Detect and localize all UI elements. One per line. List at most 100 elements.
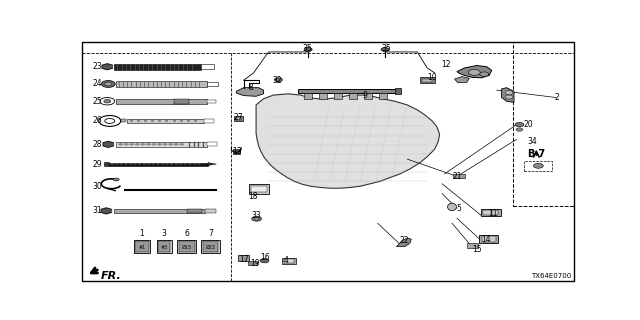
- Text: 17: 17: [239, 255, 248, 264]
- Circle shape: [99, 116, 121, 126]
- Bar: [492, 210, 498, 215]
- Text: 30: 30: [92, 182, 102, 191]
- Circle shape: [198, 163, 200, 165]
- Bar: [165, 120, 168, 122]
- Text: 7: 7: [208, 229, 213, 238]
- Bar: [482, 236, 495, 242]
- Circle shape: [157, 143, 162, 146]
- Bar: [237, 255, 249, 261]
- Circle shape: [193, 163, 196, 165]
- Bar: [249, 184, 269, 194]
- Text: 10: 10: [428, 73, 437, 82]
- Bar: [158, 241, 170, 252]
- Circle shape: [184, 163, 187, 165]
- Text: 15: 15: [472, 244, 482, 253]
- Circle shape: [505, 91, 513, 95]
- Bar: [479, 235, 498, 243]
- Text: 22: 22: [399, 236, 409, 245]
- Circle shape: [252, 216, 262, 221]
- Bar: [379, 93, 387, 99]
- Text: 25: 25: [92, 97, 102, 106]
- Bar: [116, 99, 207, 104]
- Circle shape: [129, 163, 132, 165]
- Bar: [151, 120, 154, 122]
- Text: 32: 32: [273, 76, 282, 85]
- Circle shape: [170, 163, 173, 165]
- Circle shape: [166, 163, 168, 165]
- Circle shape: [129, 143, 134, 146]
- Circle shape: [152, 163, 155, 165]
- Circle shape: [163, 143, 168, 146]
- Text: 1: 1: [140, 229, 145, 238]
- Text: 3: 3: [162, 229, 167, 238]
- Text: 9: 9: [363, 91, 367, 100]
- Circle shape: [100, 98, 115, 105]
- Polygon shape: [502, 88, 514, 102]
- Circle shape: [111, 163, 114, 165]
- Text: #3: #3: [161, 245, 168, 250]
- Bar: [180, 120, 183, 122]
- Circle shape: [275, 78, 282, 82]
- Bar: [129, 120, 132, 122]
- Bar: [207, 100, 216, 103]
- Bar: [109, 163, 208, 165]
- Polygon shape: [208, 163, 216, 165]
- Bar: [334, 93, 342, 99]
- Bar: [453, 174, 465, 178]
- Bar: [319, 93, 327, 99]
- Bar: [395, 88, 401, 94]
- Circle shape: [147, 163, 150, 165]
- Circle shape: [480, 72, 489, 76]
- Circle shape: [516, 128, 523, 131]
- Circle shape: [124, 143, 129, 146]
- Bar: [174, 99, 189, 104]
- Bar: [134, 240, 150, 253]
- Text: 4: 4: [284, 256, 288, 265]
- Circle shape: [105, 118, 115, 124]
- Text: 14: 14: [481, 235, 490, 244]
- Bar: [116, 81, 207, 87]
- Circle shape: [152, 143, 156, 146]
- Bar: [513, 42, 573, 206]
- Bar: [233, 149, 240, 154]
- Text: 29: 29: [92, 160, 102, 169]
- Text: 28: 28: [92, 140, 102, 149]
- Text: 6: 6: [184, 229, 189, 238]
- Bar: [114, 64, 200, 70]
- Text: 27: 27: [234, 113, 244, 122]
- Text: 35: 35: [303, 44, 312, 53]
- Text: 31: 31: [92, 206, 102, 215]
- Text: Ø22: Ø22: [205, 245, 216, 250]
- Circle shape: [188, 163, 191, 165]
- Circle shape: [533, 163, 543, 168]
- Circle shape: [140, 143, 145, 146]
- Circle shape: [381, 47, 389, 52]
- Text: 19: 19: [250, 259, 259, 268]
- Bar: [298, 89, 397, 93]
- Text: 2: 2: [555, 93, 559, 102]
- Circle shape: [101, 81, 115, 87]
- Bar: [483, 210, 491, 215]
- Circle shape: [135, 143, 140, 146]
- Circle shape: [118, 143, 123, 146]
- Polygon shape: [101, 208, 111, 214]
- Circle shape: [113, 178, 119, 181]
- Circle shape: [161, 163, 164, 165]
- Bar: [121, 119, 126, 123]
- Text: 24: 24: [92, 79, 102, 89]
- Bar: [114, 209, 205, 213]
- Circle shape: [168, 143, 173, 146]
- Bar: [364, 93, 372, 99]
- Text: FR.: FR.: [101, 270, 122, 281]
- Text: 16: 16: [260, 253, 270, 262]
- Text: 34: 34: [527, 137, 537, 146]
- Bar: [135, 241, 148, 252]
- Text: 23: 23: [92, 62, 102, 71]
- Bar: [248, 261, 257, 265]
- Text: 13: 13: [232, 147, 242, 156]
- Bar: [251, 186, 267, 192]
- Circle shape: [515, 123, 524, 127]
- Circle shape: [179, 143, 184, 146]
- Bar: [420, 77, 435, 83]
- Text: #1: #1: [138, 245, 146, 250]
